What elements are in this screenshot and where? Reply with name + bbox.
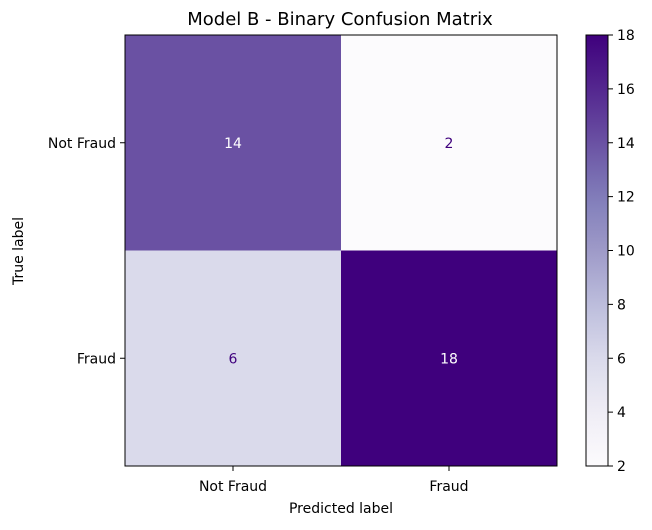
cell-value-label: 18 bbox=[440, 351, 458, 367]
heatmap-cell bbox=[341, 35, 557, 251]
y-tick-label: Not Fraud bbox=[48, 136, 116, 152]
colorbar-tick-label: 18 bbox=[617, 28, 635, 44]
heatmap-cells: 14 2 6 18 bbox=[125, 35, 557, 466]
chart-title: Model B - Binary Confusion Matrix bbox=[187, 9, 493, 30]
heatmap-cell bbox=[341, 250, 557, 466]
colorbar-tick-label: 10 bbox=[617, 244, 635, 260]
colorbar-tick-label: 16 bbox=[617, 82, 635, 98]
colorbar bbox=[585, 34, 609, 467]
cell-value-label: 6 bbox=[229, 351, 238, 367]
colorbar-tick-label: 2 bbox=[617, 459, 626, 475]
cell-value-label: 2 bbox=[445, 136, 454, 152]
colorbar-tick-label: 8 bbox=[617, 297, 626, 313]
colorbar-tick-label: 14 bbox=[617, 136, 635, 152]
y-axis-ticks: Not Fraud Fraud bbox=[48, 136, 125, 367]
x-tick-label: Not Fraud bbox=[199, 479, 267, 495]
colorbar-tick-label: 12 bbox=[617, 190, 635, 206]
colorbar-tick-label: 6 bbox=[617, 351, 626, 367]
colorbar-tick-label: 4 bbox=[617, 405, 626, 421]
heatmap-cell bbox=[125, 35, 341, 251]
y-axis-label: True label bbox=[11, 217, 27, 286]
x-axis-label: Predicted label bbox=[289, 501, 393, 517]
colorbar-ticks: 2 4 6 8 10 12 14 16 18 bbox=[608, 28, 635, 475]
heatmap-cell bbox=[125, 250, 341, 466]
x-tick-label: Fraud bbox=[429, 479, 468, 495]
cell-value-label: 14 bbox=[224, 136, 242, 152]
x-axis-ticks: Not Fraud Fraud bbox=[199, 466, 469, 495]
plot-frame bbox=[124, 34, 558, 467]
y-tick-label: Fraud bbox=[77, 351, 116, 367]
